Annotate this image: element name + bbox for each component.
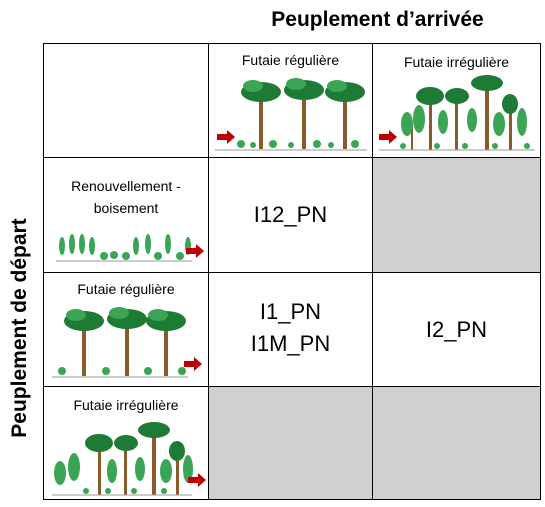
corner-cell xyxy=(44,44,209,158)
cell-even-to-even: I1_PN I1M_PN xyxy=(209,273,373,387)
cell-regeneration-to-even: I12_PN xyxy=(209,158,373,273)
uneven-aged-forest-icon xyxy=(379,75,535,151)
row-header-uneven-aged: Futaie irrégulière xyxy=(44,387,209,499)
departure-header: Peuplement de départ xyxy=(8,218,31,438)
red-arrow-icon xyxy=(184,357,202,371)
red-arrow-icon xyxy=(217,130,235,144)
row-header-even-aged: Futaie régulière xyxy=(44,273,209,387)
cell-na xyxy=(209,387,373,499)
code-label: I12_PN xyxy=(253,202,328,227)
col-header-uneven-aged: Futaie irrégulière xyxy=(373,44,540,158)
even-aged-forest-icon xyxy=(215,78,367,151)
uneven-aged-forest-icon xyxy=(52,422,206,496)
row-header-label-line1: Renouvellement - xyxy=(71,178,181,194)
row-header-label: Futaie irrégulière xyxy=(73,397,179,413)
regeneration-icon xyxy=(56,234,204,262)
col-header-label: Futaie irrégulière xyxy=(403,54,510,70)
even-aged-forest-icon xyxy=(52,307,202,378)
cell-na xyxy=(373,158,540,273)
row-header-label: Futaie régulière xyxy=(77,281,175,297)
red-arrow-icon xyxy=(188,473,206,487)
code-label-line1: I1_PN xyxy=(259,299,322,324)
code-label-line2: I1M_PN xyxy=(250,331,331,356)
row-header-regeneration: Renouvellement - boisement xyxy=(44,158,209,273)
red-arrow-icon xyxy=(379,130,397,144)
red-arrow-icon xyxy=(186,244,204,258)
col-header-label: Futaie régulière xyxy=(241,52,340,68)
cell-na xyxy=(373,387,540,499)
col-header-even-aged: Futaie régulière xyxy=(209,44,373,158)
row-header-label-line2: boisement xyxy=(93,200,159,216)
arrival-header: Peuplement d’arrivée xyxy=(271,8,484,31)
transition-matrix: Futaie régulière Futaie irrégulière Reno… xyxy=(43,43,541,500)
code-label: I2_PN xyxy=(425,317,488,342)
cell-even-to-uneven: I2_PN xyxy=(373,273,540,387)
